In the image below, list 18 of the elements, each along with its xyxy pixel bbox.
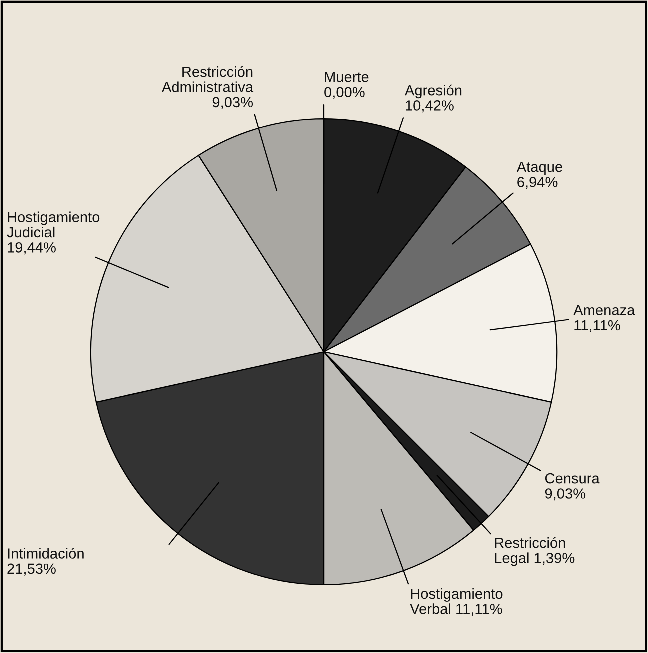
slice-label: Censura: [545, 473, 600, 484]
slice-label: Agresión: [404, 84, 462, 99]
slice-label: Intimidación: [8, 548, 84, 559]
slice-label: Ataque: [516, 162, 562, 176]
slice-label: Amenaza: [574, 305, 636, 316]
slice-label: Restricción Legal 1,39%: [495, 537, 575, 566]
data-label: 11,11%: [574, 320, 620, 332]
data-label: 19,44%: [8, 242, 56, 255]
slice-label: Restricción Administrativa: [162, 66, 254, 92]
slice-label: Hostigamiento Judicial: [7, 212, 100, 238]
data-label: 9,03%: [545, 488, 586, 501]
slice-label: Hostigamiento Verbal 11,11%: [410, 588, 503, 616]
data-label: 21,53%: [8, 564, 56, 576]
data-label: 6,94%: [518, 177, 558, 190]
data-label: 9,03%: [212, 97, 254, 110]
text: 0,00%: [324, 87, 365, 100]
category-label: Muerte: [325, 72, 369, 82]
data-label: 10,42%: [406, 100, 454, 113]
